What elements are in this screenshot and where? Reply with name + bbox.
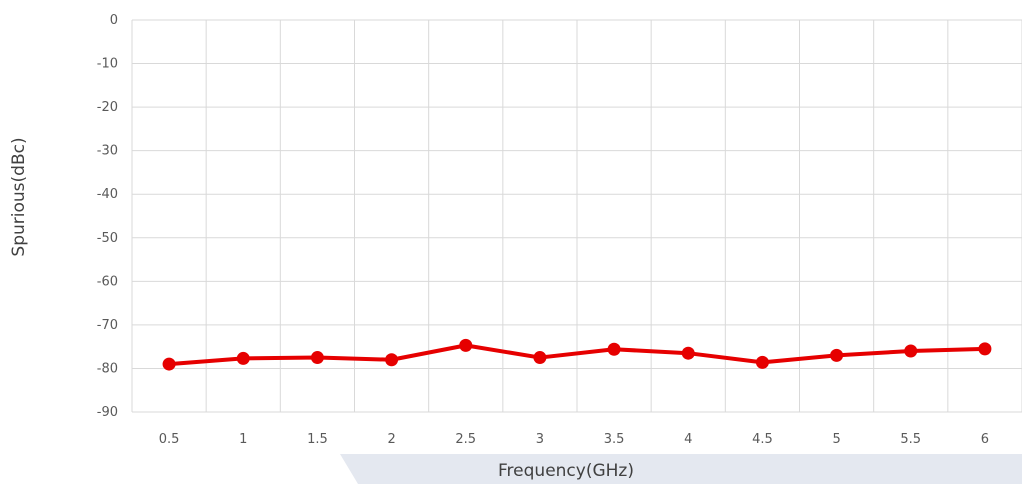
data-point <box>236 351 250 365</box>
y-axis-label: Spurious(dBc) <box>9 137 29 256</box>
data-point <box>755 355 769 369</box>
x-axis-label: Frequency(GHz) <box>498 461 634 481</box>
data-point <box>459 338 473 352</box>
y-tick-label: -90 <box>97 405 118 420</box>
y-tick-label: 0 <box>110 13 118 28</box>
data-point <box>978 342 992 356</box>
x-tick-label: 2 <box>387 432 395 447</box>
x-tick-label: 1 <box>239 432 247 447</box>
data-point <box>904 344 918 358</box>
x-tick-label: 4.5 <box>752 432 773 447</box>
y-tick-label: -50 <box>97 231 118 246</box>
y-tick-label: -20 <box>97 100 118 115</box>
x-tick-label: 5.5 <box>900 432 921 447</box>
x-tick-label: 1.5 <box>307 432 328 447</box>
data-point <box>607 342 621 356</box>
y-tick-label: -40 <box>97 187 118 202</box>
x-tick-label: 4 <box>684 432 692 447</box>
data-point <box>681 346 695 360</box>
x-tick-label: 3 <box>536 432 544 447</box>
y-tick-label: -70 <box>97 318 118 333</box>
footer-band <box>340 454 1022 484</box>
data-point <box>310 351 324 365</box>
data-point <box>830 348 844 362</box>
data-point <box>385 353 399 367</box>
x-tick-label: 6 <box>981 432 989 447</box>
y-tick-label: -10 <box>97 57 118 72</box>
x-tick-label: 5 <box>832 432 840 447</box>
series-layer <box>162 338 992 371</box>
y-tick-label: -60 <box>97 274 118 289</box>
y-axis-ticks: 0 -10 -20 -30 -40 -50 -60 -70 -80 -90 <box>97 13 118 420</box>
data-point <box>533 351 547 365</box>
y-tick-label: -80 <box>97 361 118 376</box>
x-tick-label: 3.5 <box>604 432 625 447</box>
y-tick-label: -30 <box>97 144 118 159</box>
x-tick-label: 0.5 <box>159 432 180 447</box>
x-tick-label: 2.5 <box>455 432 476 447</box>
x-axis-ticks: 0.5 1 1.5 2 2.5 3 3.5 4 4.5 5 5.5 6 <box>159 432 989 447</box>
grid <box>131 19 1022 413</box>
data-point <box>162 357 176 371</box>
series-line <box>167 343 987 367</box>
